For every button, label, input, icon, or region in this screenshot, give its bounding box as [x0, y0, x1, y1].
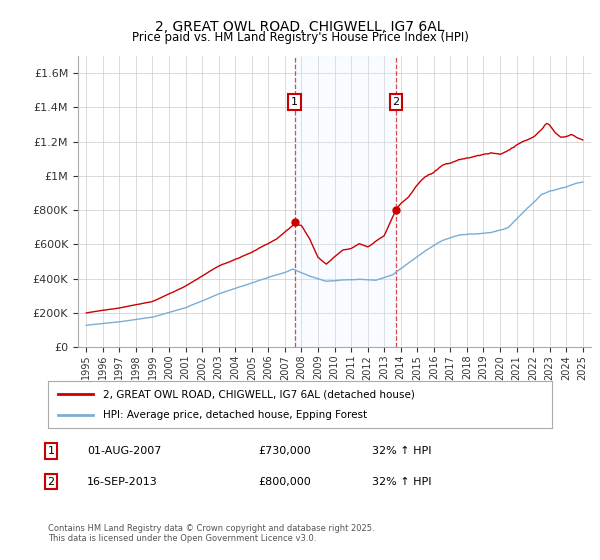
Text: HPI: Average price, detached house, Epping Forest: HPI: Average price, detached house, Eppi…: [103, 410, 368, 420]
Text: 1: 1: [47, 446, 55, 456]
Bar: [295, 56, 396, 347]
Text: Contains HM Land Registry data © Crown copyright and database right 2025.
This d: Contains HM Land Registry data © Crown c…: [48, 524, 374, 543]
Text: 2, GREAT OWL ROAD, CHIGWELL, IG7 6AL (detached house): 2, GREAT OWL ROAD, CHIGWELL, IG7 6AL (de…: [103, 389, 415, 399]
Text: £730,000: £730,000: [258, 446, 311, 456]
Text: 2, GREAT OWL ROAD, CHIGWELL, IG7 6AL: 2, GREAT OWL ROAD, CHIGWELL, IG7 6AL: [155, 20, 445, 34]
Text: 1: 1: [291, 97, 298, 108]
Text: 16-SEP-2013: 16-SEP-2013: [87, 477, 158, 487]
Text: 32% ↑ HPI: 32% ↑ HPI: [372, 477, 431, 487]
Text: £800,000: £800,000: [258, 477, 311, 487]
Text: 01-AUG-2007: 01-AUG-2007: [87, 446, 161, 456]
Text: 2: 2: [47, 477, 55, 487]
Text: 32% ↑ HPI: 32% ↑ HPI: [372, 446, 431, 456]
Text: 2: 2: [392, 97, 400, 108]
Text: Price paid vs. HM Land Registry's House Price Index (HPI): Price paid vs. HM Land Registry's House …: [131, 31, 469, 44]
